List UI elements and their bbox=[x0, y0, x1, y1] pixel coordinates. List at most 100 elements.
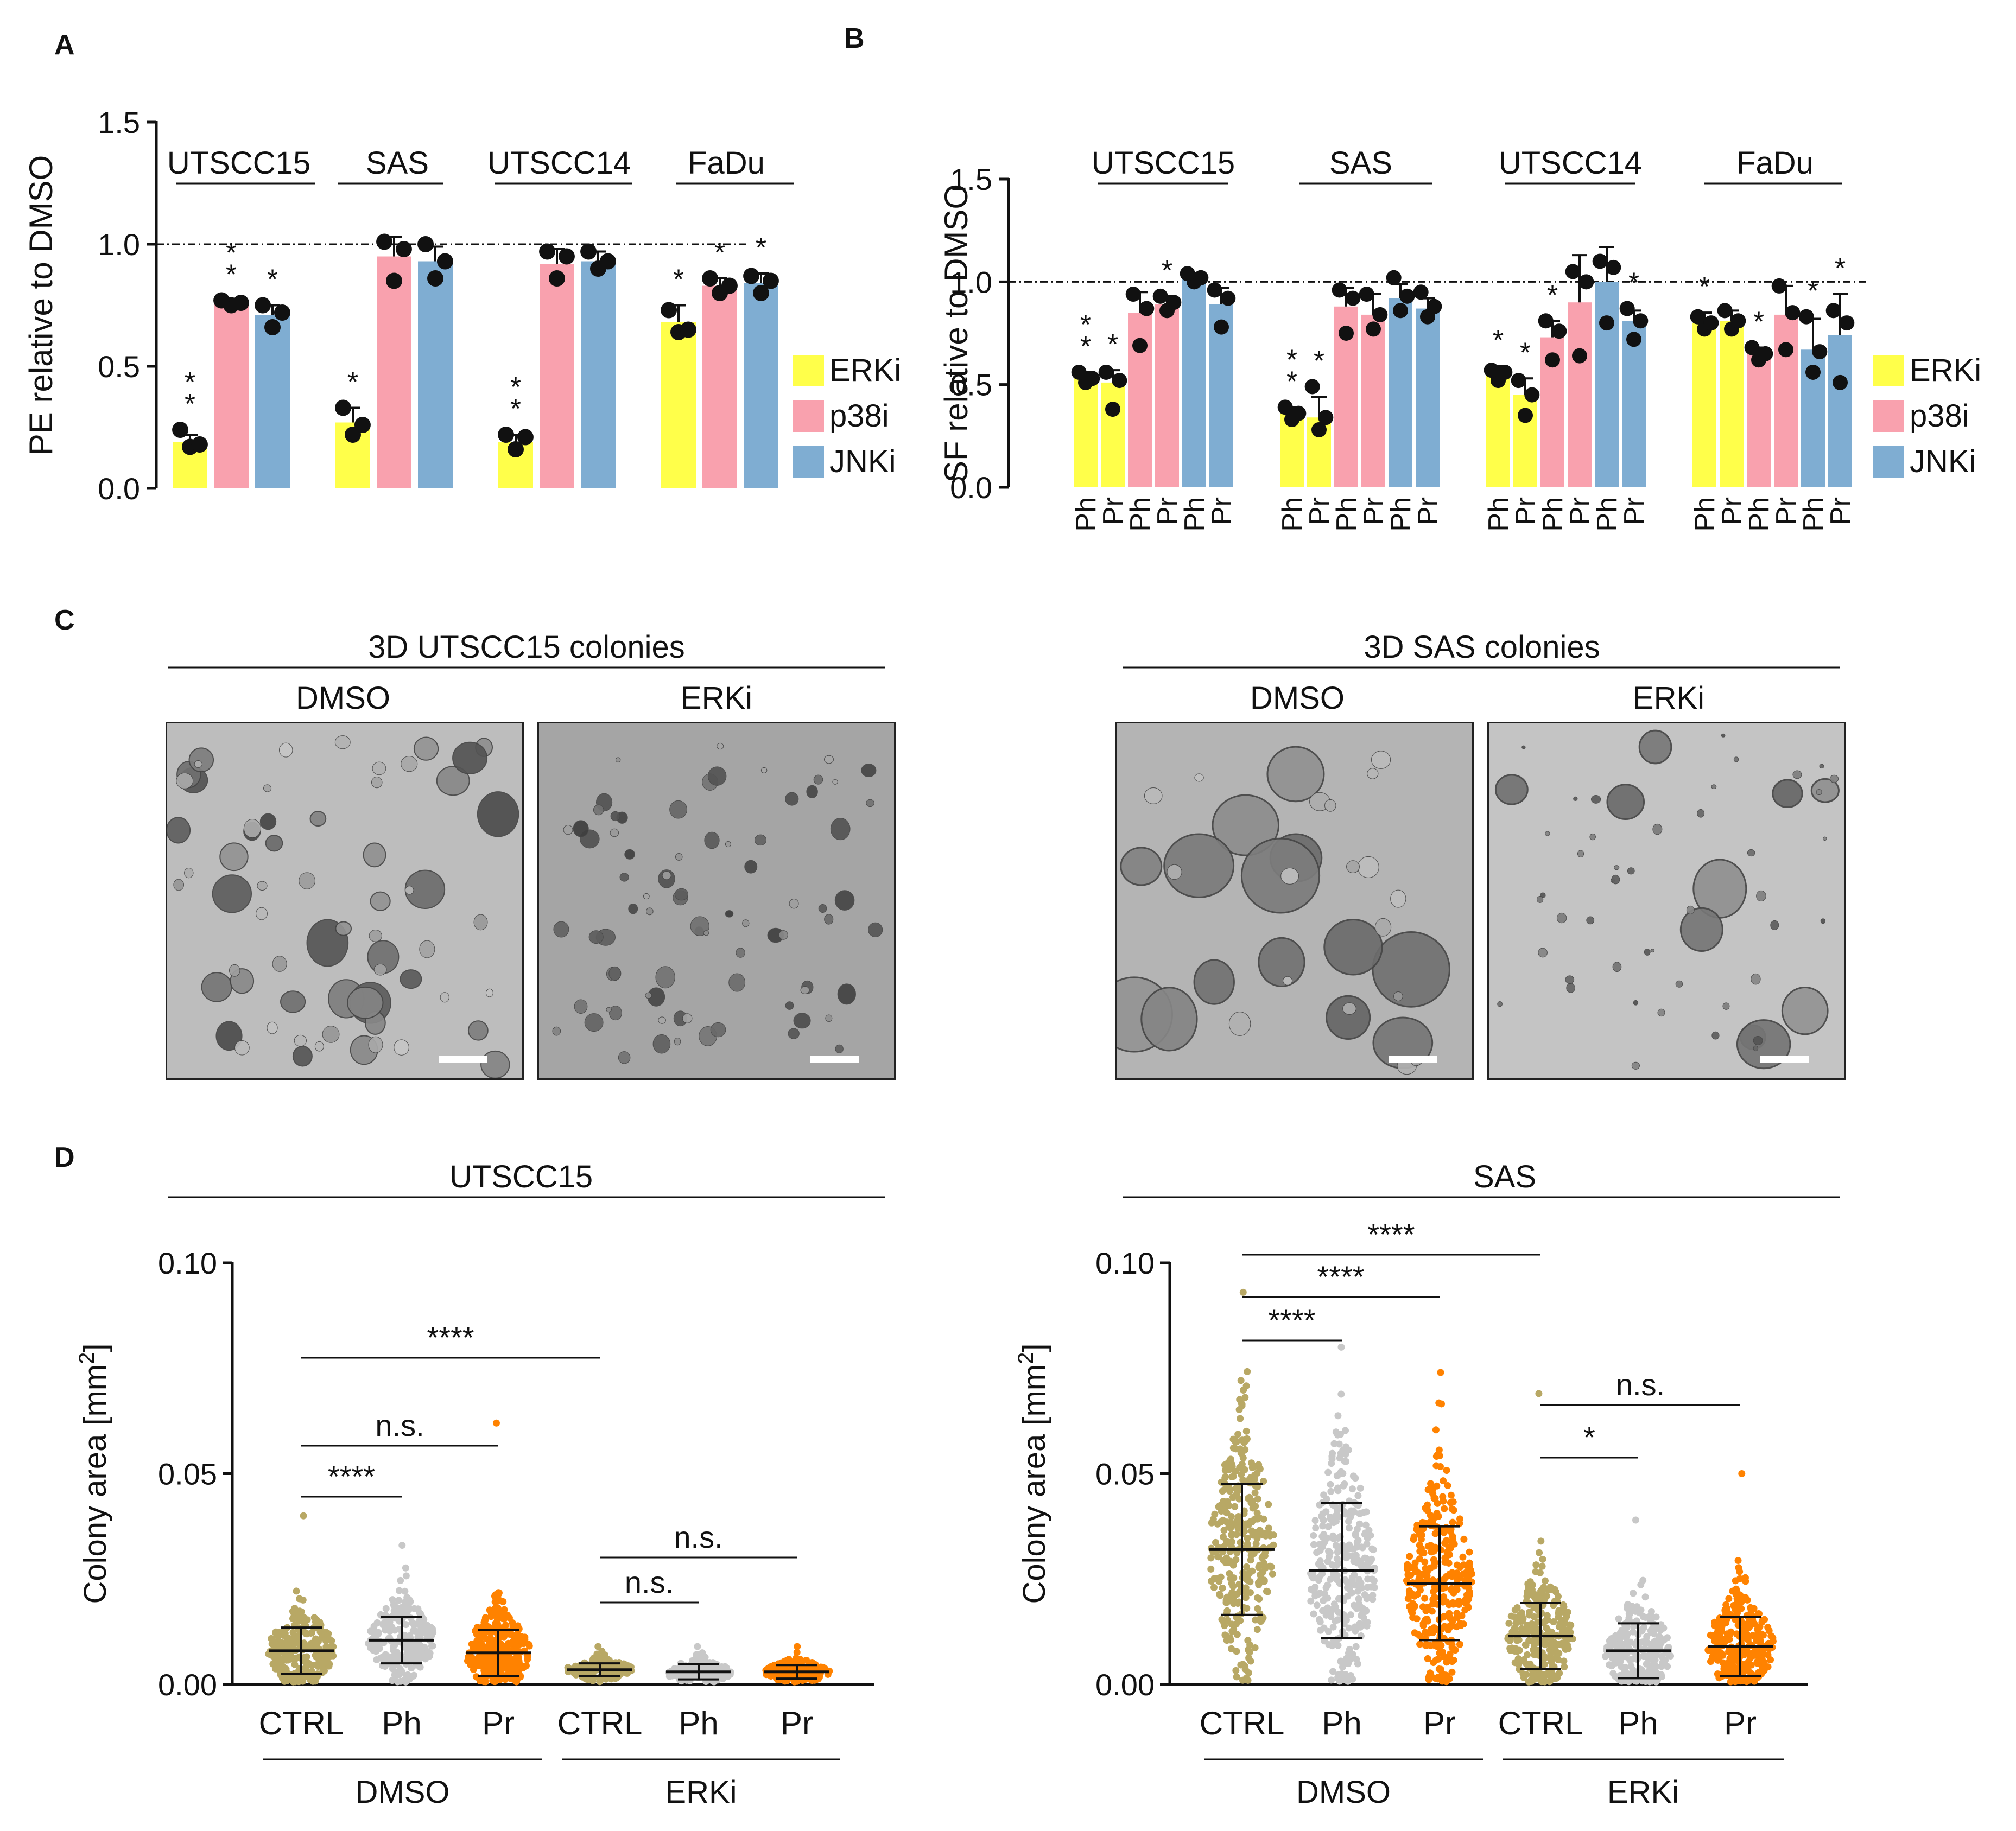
group-label: UTSCC15 bbox=[167, 145, 310, 181]
colony bbox=[1390, 889, 1406, 908]
data-point-ph bbox=[401, 1587, 409, 1595]
colony bbox=[194, 760, 202, 768]
data-point-ph bbox=[1647, 1641, 1654, 1648]
data-point-ctrl bbox=[1513, 1637, 1521, 1644]
data-point-ctrl bbox=[1260, 1559, 1267, 1567]
colony bbox=[563, 824, 573, 835]
data-point-outlier bbox=[1632, 1516, 1639, 1524]
colony bbox=[1573, 796, 1578, 801]
data-point-ph bbox=[397, 1576, 404, 1584]
x-tick-label: Pr bbox=[1724, 1705, 1757, 1741]
data-point-ph bbox=[1371, 1584, 1378, 1591]
data-point-ctrl bbox=[1223, 1509, 1231, 1517]
colony bbox=[1722, 1002, 1730, 1010]
colony bbox=[830, 818, 851, 841]
data-point-pr bbox=[1439, 1493, 1447, 1501]
colony bbox=[263, 784, 272, 792]
data-point-pr bbox=[480, 1619, 488, 1626]
data-point-ph bbox=[1327, 1480, 1334, 1488]
data-point-pr bbox=[1410, 1533, 1418, 1541]
data-point-ctrl bbox=[1532, 1561, 1540, 1569]
data-point-ctrl bbox=[1237, 1377, 1245, 1384]
colony bbox=[704, 831, 720, 849]
data-point-ph bbox=[1320, 1624, 1328, 1632]
significance-star: * bbox=[1080, 331, 1091, 363]
data-point-ph bbox=[1606, 1661, 1613, 1669]
data-point-pr bbox=[1416, 1555, 1423, 1563]
colony bbox=[1650, 949, 1655, 953]
data-point-ctrl bbox=[297, 1676, 305, 1684]
data-point-pr bbox=[1464, 1603, 1472, 1611]
colony bbox=[606, 1007, 612, 1013]
data-point bbox=[1427, 298, 1442, 314]
data-point bbox=[436, 253, 453, 270]
data-point-outlier bbox=[1337, 1343, 1345, 1351]
data-point-pr bbox=[1446, 1675, 1453, 1683]
data-point-ph bbox=[1632, 1605, 1639, 1613]
data-point-pr bbox=[1447, 1491, 1455, 1499]
data-point-pr bbox=[1449, 1600, 1457, 1608]
data-point bbox=[1518, 408, 1533, 423]
y-tick-label: 0.0 bbox=[98, 472, 140, 506]
data-point-pr bbox=[1441, 1540, 1449, 1547]
data-point bbox=[1220, 290, 1236, 306]
data-point-ctrl bbox=[1524, 1651, 1531, 1658]
data-point-ph bbox=[386, 1626, 394, 1633]
data-point-pr bbox=[1707, 1657, 1715, 1665]
chart-d-sas-scatter: SAS 0.00 0.05 0.10 Colony area [mm2] CTRL Ph Pr… bbox=[1014, 1159, 1840, 1810]
data-point bbox=[661, 302, 677, 319]
colony bbox=[473, 914, 488, 931]
data-point-ctrl bbox=[1270, 1541, 1277, 1549]
data-point-ctrl bbox=[324, 1658, 331, 1666]
data-point-pr bbox=[1743, 1612, 1751, 1619]
colony bbox=[219, 842, 249, 872]
data-point bbox=[721, 277, 738, 294]
x-tick-label: Ph bbox=[1331, 497, 1362, 532]
data-point bbox=[1798, 309, 1814, 325]
data-point-pr bbox=[1441, 1558, 1449, 1566]
colony bbox=[674, 1038, 681, 1046]
data-point-ph bbox=[1630, 1590, 1637, 1597]
colony bbox=[1633, 1000, 1639, 1006]
data-point-pr bbox=[515, 1653, 522, 1661]
data-point-pr bbox=[495, 1589, 503, 1597]
colony bbox=[593, 804, 604, 816]
data-point-ph bbox=[405, 1655, 413, 1662]
colony bbox=[322, 1026, 340, 1043]
data-point-pr bbox=[482, 1661, 490, 1669]
panel-label-a: A bbox=[54, 29, 75, 61]
data-point bbox=[213, 292, 230, 309]
colony bbox=[806, 785, 818, 799]
data-point-pr bbox=[1441, 1575, 1448, 1582]
colony bbox=[370, 891, 391, 911]
significance-star: * bbox=[267, 264, 278, 296]
significance-star: * bbox=[1547, 279, 1558, 311]
data-point-ctrl bbox=[1223, 1607, 1231, 1614]
x-tick-label: CTRL bbox=[557, 1705, 643, 1741]
data-point-ph bbox=[1316, 1618, 1324, 1626]
comparison-label: n.s. bbox=[375, 1408, 424, 1442]
data-point-pr bbox=[493, 1616, 501, 1623]
y-tick-label: 0.10 bbox=[1095, 1246, 1155, 1280]
significance-star: * bbox=[1835, 253, 1846, 284]
data-point-pr bbox=[1411, 1559, 1419, 1567]
data-point-ctrl bbox=[1251, 1489, 1259, 1497]
data-point-ctrl bbox=[1560, 1629, 1568, 1636]
data-point-ph bbox=[1316, 1557, 1324, 1565]
x-tick-label: Ph bbox=[1070, 497, 1102, 532]
data-point-ph bbox=[1360, 1614, 1368, 1622]
data-point bbox=[1812, 344, 1828, 360]
legend-label: p38i bbox=[1910, 398, 1969, 434]
data-point-pr bbox=[774, 1676, 782, 1684]
data-point bbox=[1626, 332, 1641, 347]
data-point-pr bbox=[1749, 1632, 1757, 1639]
data-point-ctrl bbox=[1236, 1464, 1244, 1471]
data-point-ctrl bbox=[1207, 1554, 1215, 1562]
data-point-ph bbox=[1347, 1513, 1354, 1521]
colony bbox=[188, 747, 214, 773]
bar-jnki bbox=[418, 261, 453, 488]
data-point-ctrl bbox=[572, 1662, 579, 1670]
data-point-ctrl bbox=[1530, 1613, 1538, 1620]
colony bbox=[173, 879, 185, 891]
data-point bbox=[1132, 338, 1148, 353]
